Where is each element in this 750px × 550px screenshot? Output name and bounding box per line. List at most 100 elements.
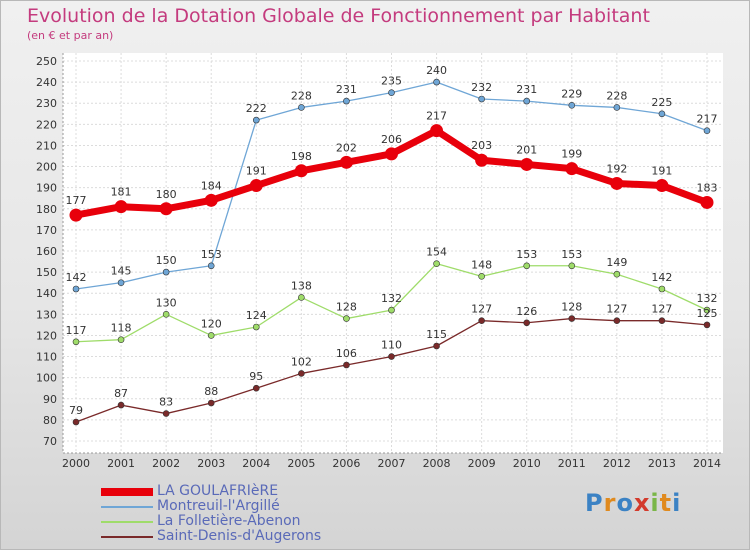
series-0-point (204, 193, 218, 207)
x-tick-label: 2004 (242, 457, 270, 470)
chart-title: Evolution de la Dotation Globale de Fonc… (27, 5, 650, 27)
series-3: 79 87 83 88 95 102 106 110 115 127 126 128 127 127 125 (69, 301, 718, 426)
logo-letter: P (585, 489, 604, 517)
series-3-data-label: 115 (426, 328, 447, 341)
x-tick-label: 2002 (152, 457, 180, 470)
series-0-data-label: 206 (381, 133, 402, 146)
logo-letter: i (650, 489, 660, 517)
series-3-data-label: 110 (381, 339, 402, 352)
series-1-point (478, 95, 485, 103)
x-tick-label: 2008 (423, 457, 451, 470)
series-2-point (703, 306, 711, 314)
series-2-data-label: 153 (561, 248, 582, 261)
series-1-data-label: 153 (201, 248, 222, 261)
series-2-data-label: 132 (381, 292, 402, 305)
y-tick-label: 180 (36, 203, 57, 216)
legend-label: La Folletière-Abenon (157, 513, 301, 529)
series-2-data-label: 120 (201, 317, 222, 330)
series-3-data-label: 87 (114, 387, 128, 400)
series-3-data-label: 88 (204, 385, 218, 398)
series-0-data-label: 203 (471, 139, 492, 152)
series-2-data-label: 149 (606, 256, 627, 269)
y-tick-label: 210 (36, 139, 57, 152)
series-3-data-label: 106 (336, 347, 357, 360)
y-tick-label: 150 (36, 266, 57, 279)
series-0-data-label: 183 (697, 181, 718, 194)
y-tick-label: 230 (36, 97, 57, 110)
series-2-point (207, 332, 215, 339)
x-tick-label: 2013 (648, 457, 676, 470)
x-tick-label: 2006 (332, 457, 360, 470)
series-0-data-label: 180 (156, 188, 177, 201)
series-2-data-label: 117 (66, 324, 87, 337)
series-2: 117 118 130 120 124 138 128 132 154 148 153 153 149 1… (66, 246, 718, 346)
series-0-point (69, 208, 83, 222)
series-1-point (658, 110, 666, 118)
series-3-point (613, 317, 621, 324)
legend-item: Montreuil-l'Argillé (101, 498, 361, 515)
series-0-data-label: 202 (336, 141, 357, 154)
series-1-point (613, 104, 621, 111)
series-2-point (252, 323, 260, 331)
series-2-point (568, 262, 576, 270)
series-1-data-label: 235 (381, 75, 402, 88)
series-1-data-label: 225 (651, 96, 672, 109)
series-3-data-label: 79 (69, 404, 83, 417)
series-2-point (523, 262, 531, 270)
series-3-data-label: 128 (561, 301, 582, 314)
series-1-point (298, 104, 305, 111)
series-2-data-label: 132 (697, 292, 718, 305)
series-2-data-label: 138 (291, 279, 312, 292)
series-3-point (433, 342, 440, 350)
series-0-data-label: 191 (246, 165, 267, 178)
series-0-point (475, 153, 489, 167)
series-2-point (388, 306, 395, 314)
series-3-data-label: 95 (249, 370, 263, 383)
series-0-point (655, 179, 669, 193)
series-0: 177 181 180 184 191 198 202 206 217 203 201 199 192 1… (66, 110, 718, 222)
series-2-point (658, 285, 666, 293)
logo-letter: o (616, 489, 634, 517)
series-0-point (249, 179, 263, 193)
y-tick-label: 250 (36, 55, 57, 68)
series-3-data-label: 102 (291, 355, 312, 368)
series-3-point (523, 319, 531, 327)
series-1-point (72, 285, 80, 293)
series-2-data-label: 124 (246, 309, 267, 322)
series-0-point (114, 200, 128, 214)
series-0-data-label: 201 (516, 143, 537, 156)
series-2-data-label: 130 (156, 296, 177, 309)
y-tick-label: 160 (36, 245, 57, 258)
series-1-data-label: 228 (606, 89, 627, 102)
y-tick-label: 220 (36, 118, 57, 131)
series-2-data-label: 154 (426, 246, 447, 259)
series-1-point (523, 97, 531, 105)
series-0-data-label: 181 (111, 186, 132, 199)
plot-area (63, 53, 723, 453)
series-0-point (700, 195, 714, 209)
series-2-point (117, 336, 125, 343)
x-tick-label: 2011 (558, 457, 586, 470)
series-1-data-label: 231 (336, 83, 357, 96)
series-2-data-label: 148 (471, 258, 492, 271)
x-tick-label: 2010 (513, 457, 541, 470)
y-tick-label: 80 (43, 414, 57, 427)
series-1-data-label: 142 (66, 271, 87, 284)
series-1-data-label: 229 (561, 87, 582, 100)
x-tick-label: 2014 (693, 457, 721, 470)
series-3-point (72, 418, 80, 426)
series-1-data-label: 240 (426, 64, 447, 77)
series-1-data-label: 145 (111, 265, 132, 278)
series-3-point (343, 361, 350, 369)
series-2-data-label: 128 (336, 301, 357, 314)
series-0-data-label: 199 (561, 148, 582, 161)
y-tick-label: 110 (36, 351, 57, 364)
series-3-data-label: 127 (471, 303, 492, 316)
series-0-point (385, 147, 398, 161)
legend-label: Saint-Denis-d'Augerons (157, 528, 322, 544)
series-3-data-label: 127 (606, 303, 627, 316)
series-1-data-label: 217 (697, 113, 718, 126)
logo-letter: x (633, 489, 651, 517)
